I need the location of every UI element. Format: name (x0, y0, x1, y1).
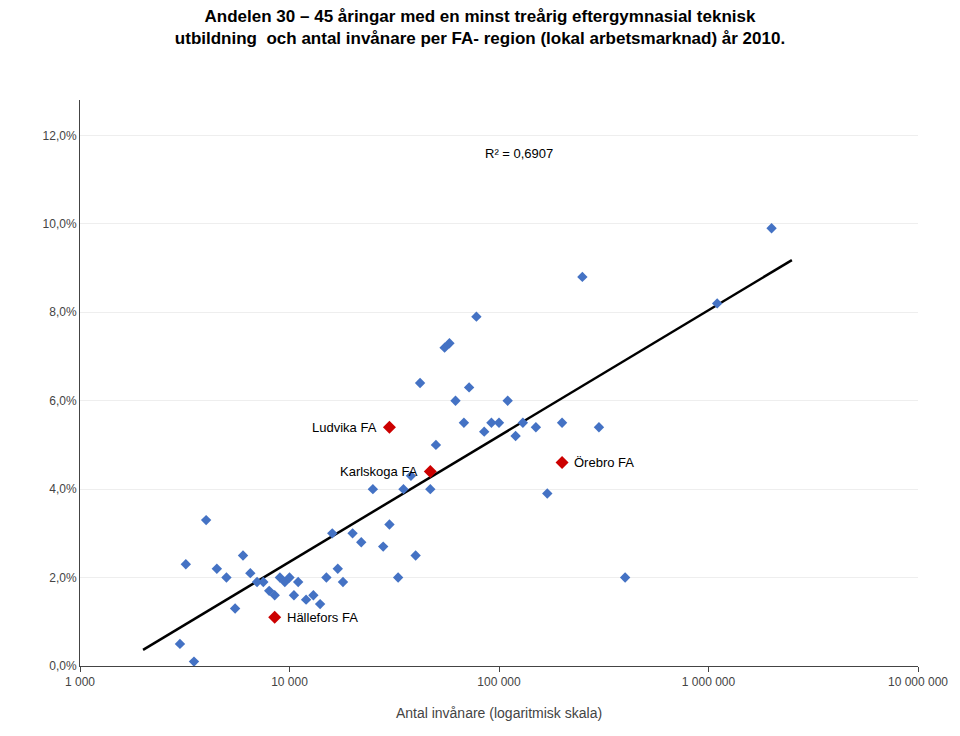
svg-text:Hällefors FA: Hällefors FA (287, 610, 358, 625)
svg-text:Andelen 30 – 45 åringar med en: Andelen 30 – 45 åringar med en minst tre… (175, 7, 785, 48)
svg-text:2,0%: 2,0% (49, 571, 77, 585)
svg-text:10 000 000: 10 000 000 (888, 675, 948, 689)
svg-text:1 000: 1 000 (65, 675, 95, 689)
svg-text:100 000: 100 000 (477, 675, 521, 689)
svg-text:0,0%: 0,0% (49, 659, 77, 673)
svg-text:10,0%: 10,0% (43, 217, 77, 231)
svg-text:1 000 000: 1 000 000 (682, 675, 736, 689)
svg-text:Karlskoga FA: Karlskoga FA (340, 464, 418, 479)
svg-text:Antal invånare (logaritmisk sk: Antal invånare (logaritmisk skala) (396, 705, 602, 721)
svg-text:R² = 0,6907: R² = 0,6907 (485, 146, 553, 161)
svg-text:10 000: 10 000 (271, 675, 308, 689)
svg-text:Örebro FA: Örebro FA (574, 455, 634, 470)
svg-text:8,0%: 8,0% (49, 305, 77, 319)
svg-text:Ludvika FA: Ludvika FA (312, 420, 377, 435)
svg-text:6,0%: 6,0% (49, 394, 77, 408)
svg-text:12,0%: 12,0% (43, 129, 77, 143)
svg-text:4,0%: 4,0% (49, 482, 77, 496)
